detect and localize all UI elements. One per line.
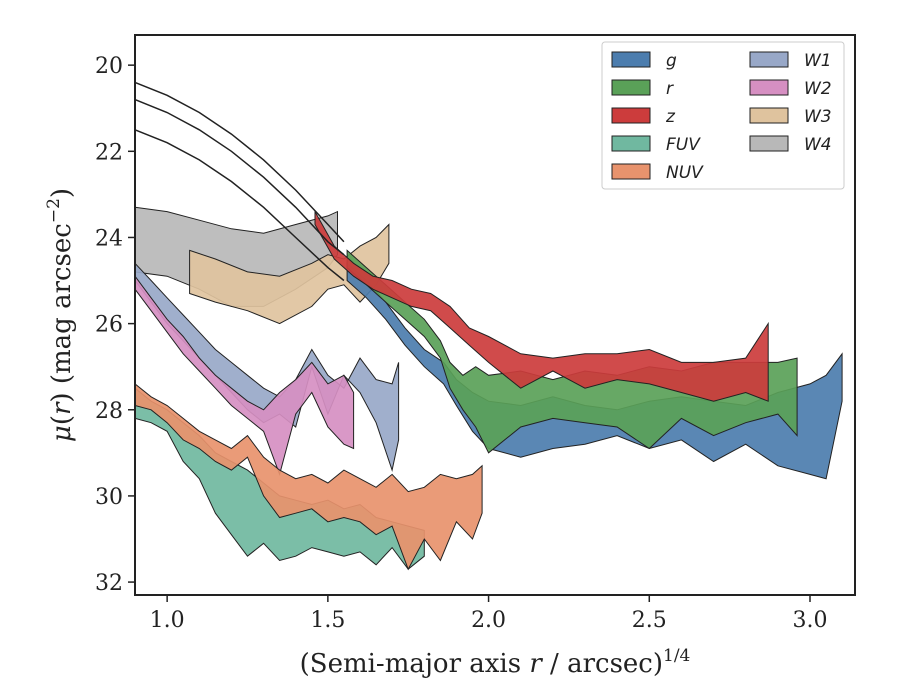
area-band-W3 bbox=[189, 223, 390, 325]
x-tick-label: 1.5 bbox=[310, 608, 345, 633]
legend-label-W3: W3 bbox=[804, 107, 832, 127]
x-tick-label: 2.5 bbox=[632, 608, 667, 633]
series-areas bbox=[134, 206, 843, 571]
area-band-r bbox=[346, 249, 798, 454]
legend-swatch-r bbox=[611, 79, 651, 96]
y-tick-label: 24 bbox=[95, 226, 123, 251]
legend-swatch-W4 bbox=[749, 135, 789, 152]
x-tick-label: 2.0 bbox=[471, 608, 506, 633]
legend-swatch-W2 bbox=[749, 79, 789, 96]
legend-label-W4: W4 bbox=[804, 135, 832, 155]
legend-swatch-W3 bbox=[749, 107, 789, 124]
y-axis-title: μ(r) (mag arcsec−2) bbox=[44, 188, 77, 442]
legend-swatch-z bbox=[611, 107, 651, 124]
plot-frame bbox=[134, 34, 856, 596]
y-axis-ticks: 20 22 24 26 28 30 32 bbox=[95, 54, 135, 596]
y-tick-label: 20 bbox=[95, 54, 123, 79]
x-tick-label: 1.0 bbox=[150, 608, 185, 633]
area-band-W2 bbox=[134, 274, 355, 477]
y-tick-label: 32 bbox=[95, 571, 123, 596]
y-tick-label: 28 bbox=[95, 399, 123, 424]
model-curve-2 bbox=[134, 98, 345, 256]
legend-label-W1: W1 bbox=[804, 51, 832, 71]
legend-swatch-g bbox=[611, 51, 651, 68]
model-curve-3 bbox=[134, 129, 345, 282]
legend-label-r: r bbox=[666, 79, 674, 99]
legend-box bbox=[601, 41, 845, 190]
y-tick-label: 22 bbox=[95, 140, 123, 165]
legend-label-z: z bbox=[665, 107, 676, 127]
legend-swatch-W1 bbox=[749, 51, 789, 68]
area-band-z bbox=[314, 209, 769, 402]
model-curves bbox=[134, 81, 345, 282]
legend-label-FUV: FUV bbox=[666, 135, 701, 155]
legend-swatch-FUV bbox=[611, 135, 651, 152]
y-tick-label: 30 bbox=[95, 485, 123, 510]
area-band-NUV bbox=[134, 382, 483, 571]
legend-label-NUV: NUV bbox=[666, 163, 704, 183]
legend-items: grz FUV NUV W1 W2 W3 W4 bbox=[611, 51, 832, 183]
x-tick-label: 3.0 bbox=[793, 608, 828, 633]
legend-label-g: g bbox=[666, 51, 677, 71]
legend-swatch-NUV bbox=[611, 163, 651, 180]
x-axis-ticks: 1.0 1.5 2.0 2.5 3.0 bbox=[150, 595, 828, 633]
legend: grz FUV NUV W1 W2 W3 W4 bbox=[601, 41, 845, 190]
y-tick-label: 26 bbox=[95, 313, 123, 338]
model-curve-1 bbox=[134, 81, 345, 243]
x-axis-title: (Semi-major axis r / arcsec)1/4 bbox=[300, 646, 691, 679]
legend-label-W2: W2 bbox=[804, 79, 832, 99]
